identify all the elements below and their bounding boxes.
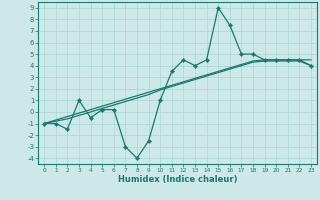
X-axis label: Humidex (Indice chaleur): Humidex (Indice chaleur) <box>118 175 237 184</box>
